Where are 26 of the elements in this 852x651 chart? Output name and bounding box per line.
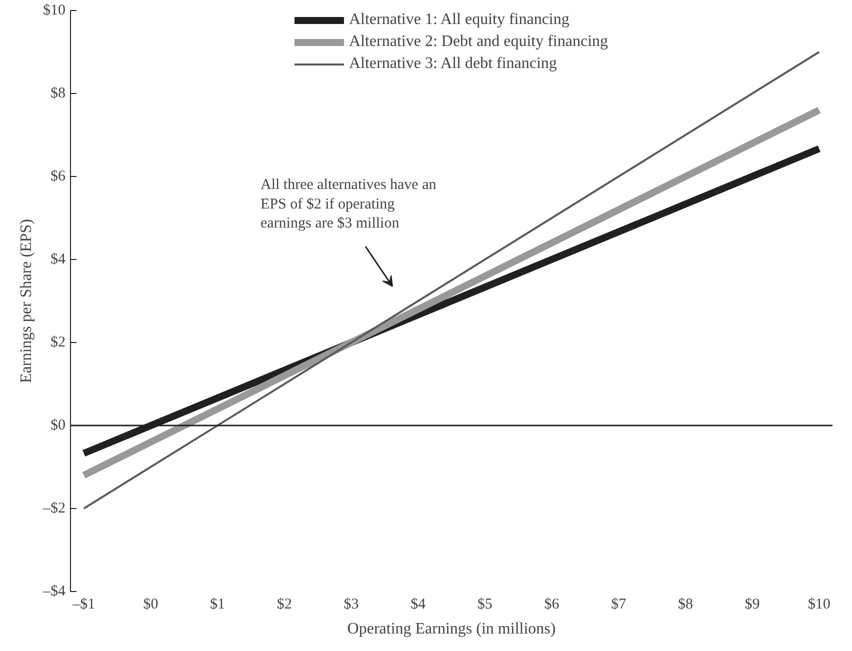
legend-label: Alternative 2: Debt and equity financing — [348, 33, 608, 51]
x-tick-label: $10 — [808, 596, 830, 612]
y-axis-title: Earnings per Share (EPS) — [18, 219, 35, 383]
x-tick-label: $8 — [678, 596, 693, 612]
x-axis-title: Operating Earnings (in millions) — [347, 620, 556, 638]
x-tick-label: –$1 — [72, 596, 96, 612]
x-tick-label: $5 — [477, 596, 492, 612]
x-tick-label: $9 — [744, 596, 760, 612]
y-tick-label: $4 — [50, 252, 66, 268]
x-tick-label: $3 — [344, 596, 359, 612]
y-tick-label: $2 — [50, 334, 66, 350]
x-tick-label: $1 — [210, 596, 226, 612]
y-tick-label: $0 — [50, 418, 66, 434]
x-tick-label: $2 — [276, 596, 292, 612]
y-tick-label: $10 — [43, 2, 66, 18]
annotation: All three alternatives have an EPS of $2 if operating earnings are $3 million — [260, 177, 437, 232]
y-tick-label: –$4 — [42, 584, 66, 600]
x-tick-label: $6 — [544, 596, 560, 612]
y-tick-label: $6 — [50, 168, 66, 184]
x-tick-label: $4 — [410, 596, 426, 612]
x-tick-label: $0 — [143, 596, 158, 612]
legend-label: Alternative 1: All equity financing — [348, 11, 570, 29]
y-tick-label: $8 — [50, 86, 66, 102]
legend-label: Alternative 3: All debt financing — [348, 55, 557, 73]
y-tick-label: –$2 — [42, 500, 66, 516]
x-tick-label: $7 — [611, 596, 627, 612]
